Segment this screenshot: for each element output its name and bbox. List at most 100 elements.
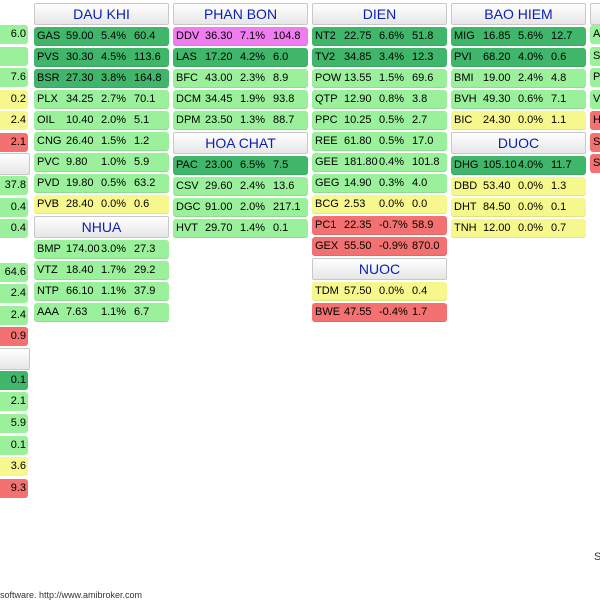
- stock-change-percent: 0.5%: [379, 114, 405, 126]
- column-3: DIEN NT2 22.75 6.6% 51.8 TV2 34.85 3.4% 12.3 POW 1…: [312, 3, 447, 324]
- stock-row-dcm[interactable]: DCM 34.45 1.9% 93.8: [173, 90, 308, 109]
- stock-row-ppc[interactable]: PPC 10.25 0.5% 2.7: [312, 111, 447, 130]
- stock-price: 19.80: [66, 177, 94, 189]
- stock-price: 36.30: [205, 30, 233, 42]
- stock-change-percent: 0.0%: [379, 285, 405, 297]
- stock-row-tdm[interactable]: TDM 57.50 0.0% 0.4: [312, 282, 447, 301]
- partial-stock-row[interactable]: S: [590, 47, 600, 66]
- stock-row-bwe[interactable]: BWE 47.55 -0.4% 1.7: [312, 303, 447, 322]
- column-2: PHAN BON DDV 36.30 7.1% 104.8 LAS 17.20 4.2% 6.0…: [173, 3, 308, 240]
- partial-volume: 2.4: [10, 114, 26, 126]
- stock-row-dgc[interactable]: DGC 91.00 2.0% 217.1: [173, 198, 308, 217]
- partial-stock-row[interactable]: 64.6: [0, 263, 28, 282]
- stock-price: 22.75: [344, 30, 372, 42]
- partial-stock-row[interactable]: 2.4: [0, 306, 28, 325]
- partial-stock-row[interactable]: 0.4: [0, 219, 28, 238]
- stock-row-plx[interactable]: PLX 34.25 2.7% 70.1: [34, 90, 169, 109]
- stock-row-pvs[interactable]: PVS 30.30 4.5% 113.6: [34, 48, 169, 67]
- right-edge-label: S: [594, 551, 600, 563]
- partial-stock-row[interactable]: 0.4: [0, 198, 28, 217]
- partial-stock-row[interactable]: P: [590, 68, 600, 87]
- stock-row-bic[interactable]: BIC 24.30 0.0% 1.1: [451, 111, 586, 130]
- stock-row-bmp[interactable]: BMP 174.00 3.0% 27.3: [34, 240, 169, 259]
- stock-row-gee[interactable]: GEE 181.80 0.4% 101.8: [312, 153, 447, 172]
- stock-change-percent: 0.0%: [101, 198, 127, 210]
- stock-row-dpm[interactable]: DPM 23.50 1.3% 88.7: [173, 111, 308, 130]
- stock-volume: 8.9: [273, 72, 289, 84]
- partial-stock-row[interactable]: [0, 47, 28, 66]
- partial-stock-row[interactable]: 6.0: [0, 25, 28, 44]
- stock-row-dbd[interactable]: DBD 53.40 0.0% 1.3: [451, 177, 586, 196]
- stock-price: 12.00: [483, 222, 511, 234]
- stock-row-nt2[interactable]: NT2 22.75 6.6% 51.8: [312, 27, 447, 46]
- stock-row-bfc[interactable]: BFC 43.00 2.3% 8.9: [173, 69, 308, 88]
- partial-stock-row[interactable]: S: [590, 133, 600, 152]
- partial-volume: 2.1: [10, 136, 26, 148]
- stock-row-dht[interactable]: DHT 84.50 0.0% 0.1: [451, 198, 586, 217]
- stock-price: 43.00: [205, 72, 233, 84]
- stock-row-mig[interactable]: MIG 16.85 5.6% 12.7: [451, 27, 586, 46]
- stock-row-pvd[interactable]: PVD 19.80 0.5% 63.2: [34, 174, 169, 193]
- partial-stock-row[interactable]: 2.4: [0, 111, 28, 130]
- stock-row-bsr[interactable]: BSR 27.30 3.8% 164.8: [34, 69, 169, 88]
- stock-row-pow[interactable]: POW 13.55 1.5% 69.6: [312, 69, 447, 88]
- partial-stock-row[interactable]: 37.8: [0, 176, 28, 195]
- stock-row-vtz[interactable]: VTZ 18.40 1.7% 29.2: [34, 261, 169, 280]
- stock-volume: 101.8: [412, 156, 440, 168]
- stock-ticker: BVH: [454, 93, 477, 105]
- stock-volume: 113.6: [134, 51, 161, 63]
- stock-row-pvc[interactable]: PVC 9.80 1.0% 5.9: [34, 153, 169, 172]
- partial-stock-row[interactable]: 0.2: [0, 90, 28, 109]
- stock-row-bvh[interactable]: BVH 49.30 0.6% 7.1: [451, 90, 586, 109]
- stock-change-percent: 0.0%: [518, 114, 544, 126]
- partial-stock-row[interactable]: 3.6: [0, 457, 28, 476]
- partial-stock-row[interactable]: A: [590, 25, 600, 44]
- partial-stock-row[interactable]: 2.1: [0, 392, 28, 411]
- partial-stock-row[interactable]: 0.1: [0, 371, 28, 390]
- partial-stock-row[interactable]: 0.1: [0, 436, 28, 455]
- stock-row-tnh[interactable]: TNH 12.00 0.0% 0.7: [451, 219, 586, 238]
- stock-row-csv[interactable]: CSV 29.60 2.4% 13.6: [173, 177, 308, 196]
- stock-row-qtp[interactable]: QTP 12.90 0.8% 3.8: [312, 90, 447, 109]
- stock-ticker: DHG: [454, 159, 479, 171]
- stock-price: 66.10: [66, 285, 94, 297]
- stock-row-bmi[interactable]: BMI 19.00 2.4% 4.8: [451, 69, 586, 88]
- stock-row-aaa[interactable]: AAA 7.63 1.1% 6.7: [34, 303, 169, 322]
- partial-stock-row[interactable]: 5.9: [0, 414, 28, 433]
- stock-row-geg[interactable]: GEG 14.90 0.3% 4.0: [312, 174, 447, 193]
- stock-change-percent: 0.8%: [379, 93, 405, 105]
- stock-row-bcg[interactable]: BCG 2.53 0.0% 0.0: [312, 195, 447, 214]
- stock-price: 29.70: [205, 222, 233, 234]
- stock-row-gex[interactable]: GEX 55.50 -0.9% 870.0: [312, 237, 447, 256]
- stock-row-ddv[interactable]: DDV 36.30 7.1% 104.8: [173, 27, 308, 46]
- stock-price: 2.53: [344, 198, 366, 210]
- stock-row-pc1[interactable]: PC1 22.35 -0.7% 58.9: [312, 216, 447, 235]
- stock-change-percent: 2.4%: [518, 72, 544, 84]
- partial-stock-row[interactable]: S: [590, 154, 600, 173]
- stock-row-pvi[interactable]: PVI 68.20 4.0% 0.6: [451, 48, 586, 67]
- partial-volume: 2.1: [10, 395, 26, 407]
- stock-row-gas[interactable]: GAS 59.00 5.4% 60.4: [34, 27, 169, 46]
- partial-volume: 0.1: [10, 374, 26, 386]
- partial-stock-row[interactable]: V: [590, 90, 600, 109]
- stock-row-pac[interactable]: PAC 23.00 6.5% 7.5: [173, 156, 308, 175]
- partial-stock-row[interactable]: 2.4: [0, 284, 28, 303]
- stock-ticker: TDM: [315, 285, 339, 297]
- stock-row-pvb[interactable]: PVB 28.40 0.0% 0.6: [34, 195, 169, 214]
- stock-change-percent: 4.5%: [101, 51, 127, 63]
- stock-row-cng[interactable]: CNG 26.40 1.5% 1.2: [34, 132, 169, 151]
- partial-stock-row[interactable]: 2.1: [0, 133, 28, 152]
- partial-stock-row[interactable]: 9.3: [0, 479, 28, 498]
- stock-row-hvt[interactable]: HVT 29.70 1.4% 0.1: [173, 219, 308, 238]
- partial-stock-row[interactable]: H: [590, 111, 600, 130]
- stock-row-tv2[interactable]: TV2 34.85 3.4% 12.3: [312, 48, 447, 67]
- stock-row-oil[interactable]: OIL 10.40 2.0% 5.1: [34, 111, 169, 130]
- stock-row-las[interactable]: LAS 17.20 4.2% 6.0: [173, 48, 308, 67]
- stock-row-ntp[interactable]: NTP 66.10 1.1% 37.9: [34, 282, 169, 301]
- stock-ticker: DBD: [454, 180, 478, 192]
- partial-stock-row[interactable]: 0.9: [0, 327, 28, 346]
- stock-row-dhg[interactable]: DHG 105.10 4.0% 11.7: [451, 156, 586, 175]
- partial-volume: 9.3: [10, 482, 26, 494]
- stock-row-ree[interactable]: REE 61.80 0.5% 17.0: [312, 132, 447, 151]
- partial-stock-row[interactable]: 7.6: [0, 68, 28, 87]
